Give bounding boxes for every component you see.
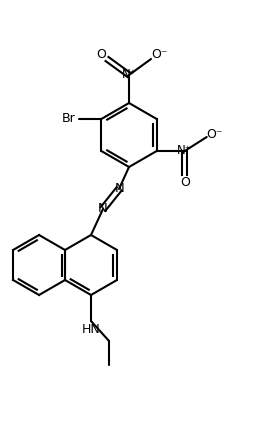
Text: Br: Br: [61, 112, 75, 126]
Text: N⁺: N⁺: [177, 144, 192, 158]
Text: HN: HN: [82, 323, 100, 336]
Text: O: O: [180, 177, 190, 190]
Text: O⁻: O⁻: [151, 48, 167, 60]
Text: N: N: [98, 203, 108, 216]
Text: N⁺: N⁺: [122, 69, 136, 82]
Text: O: O: [96, 48, 106, 60]
Text: N: N: [115, 182, 125, 196]
Text: O⁻: O⁻: [206, 128, 223, 142]
